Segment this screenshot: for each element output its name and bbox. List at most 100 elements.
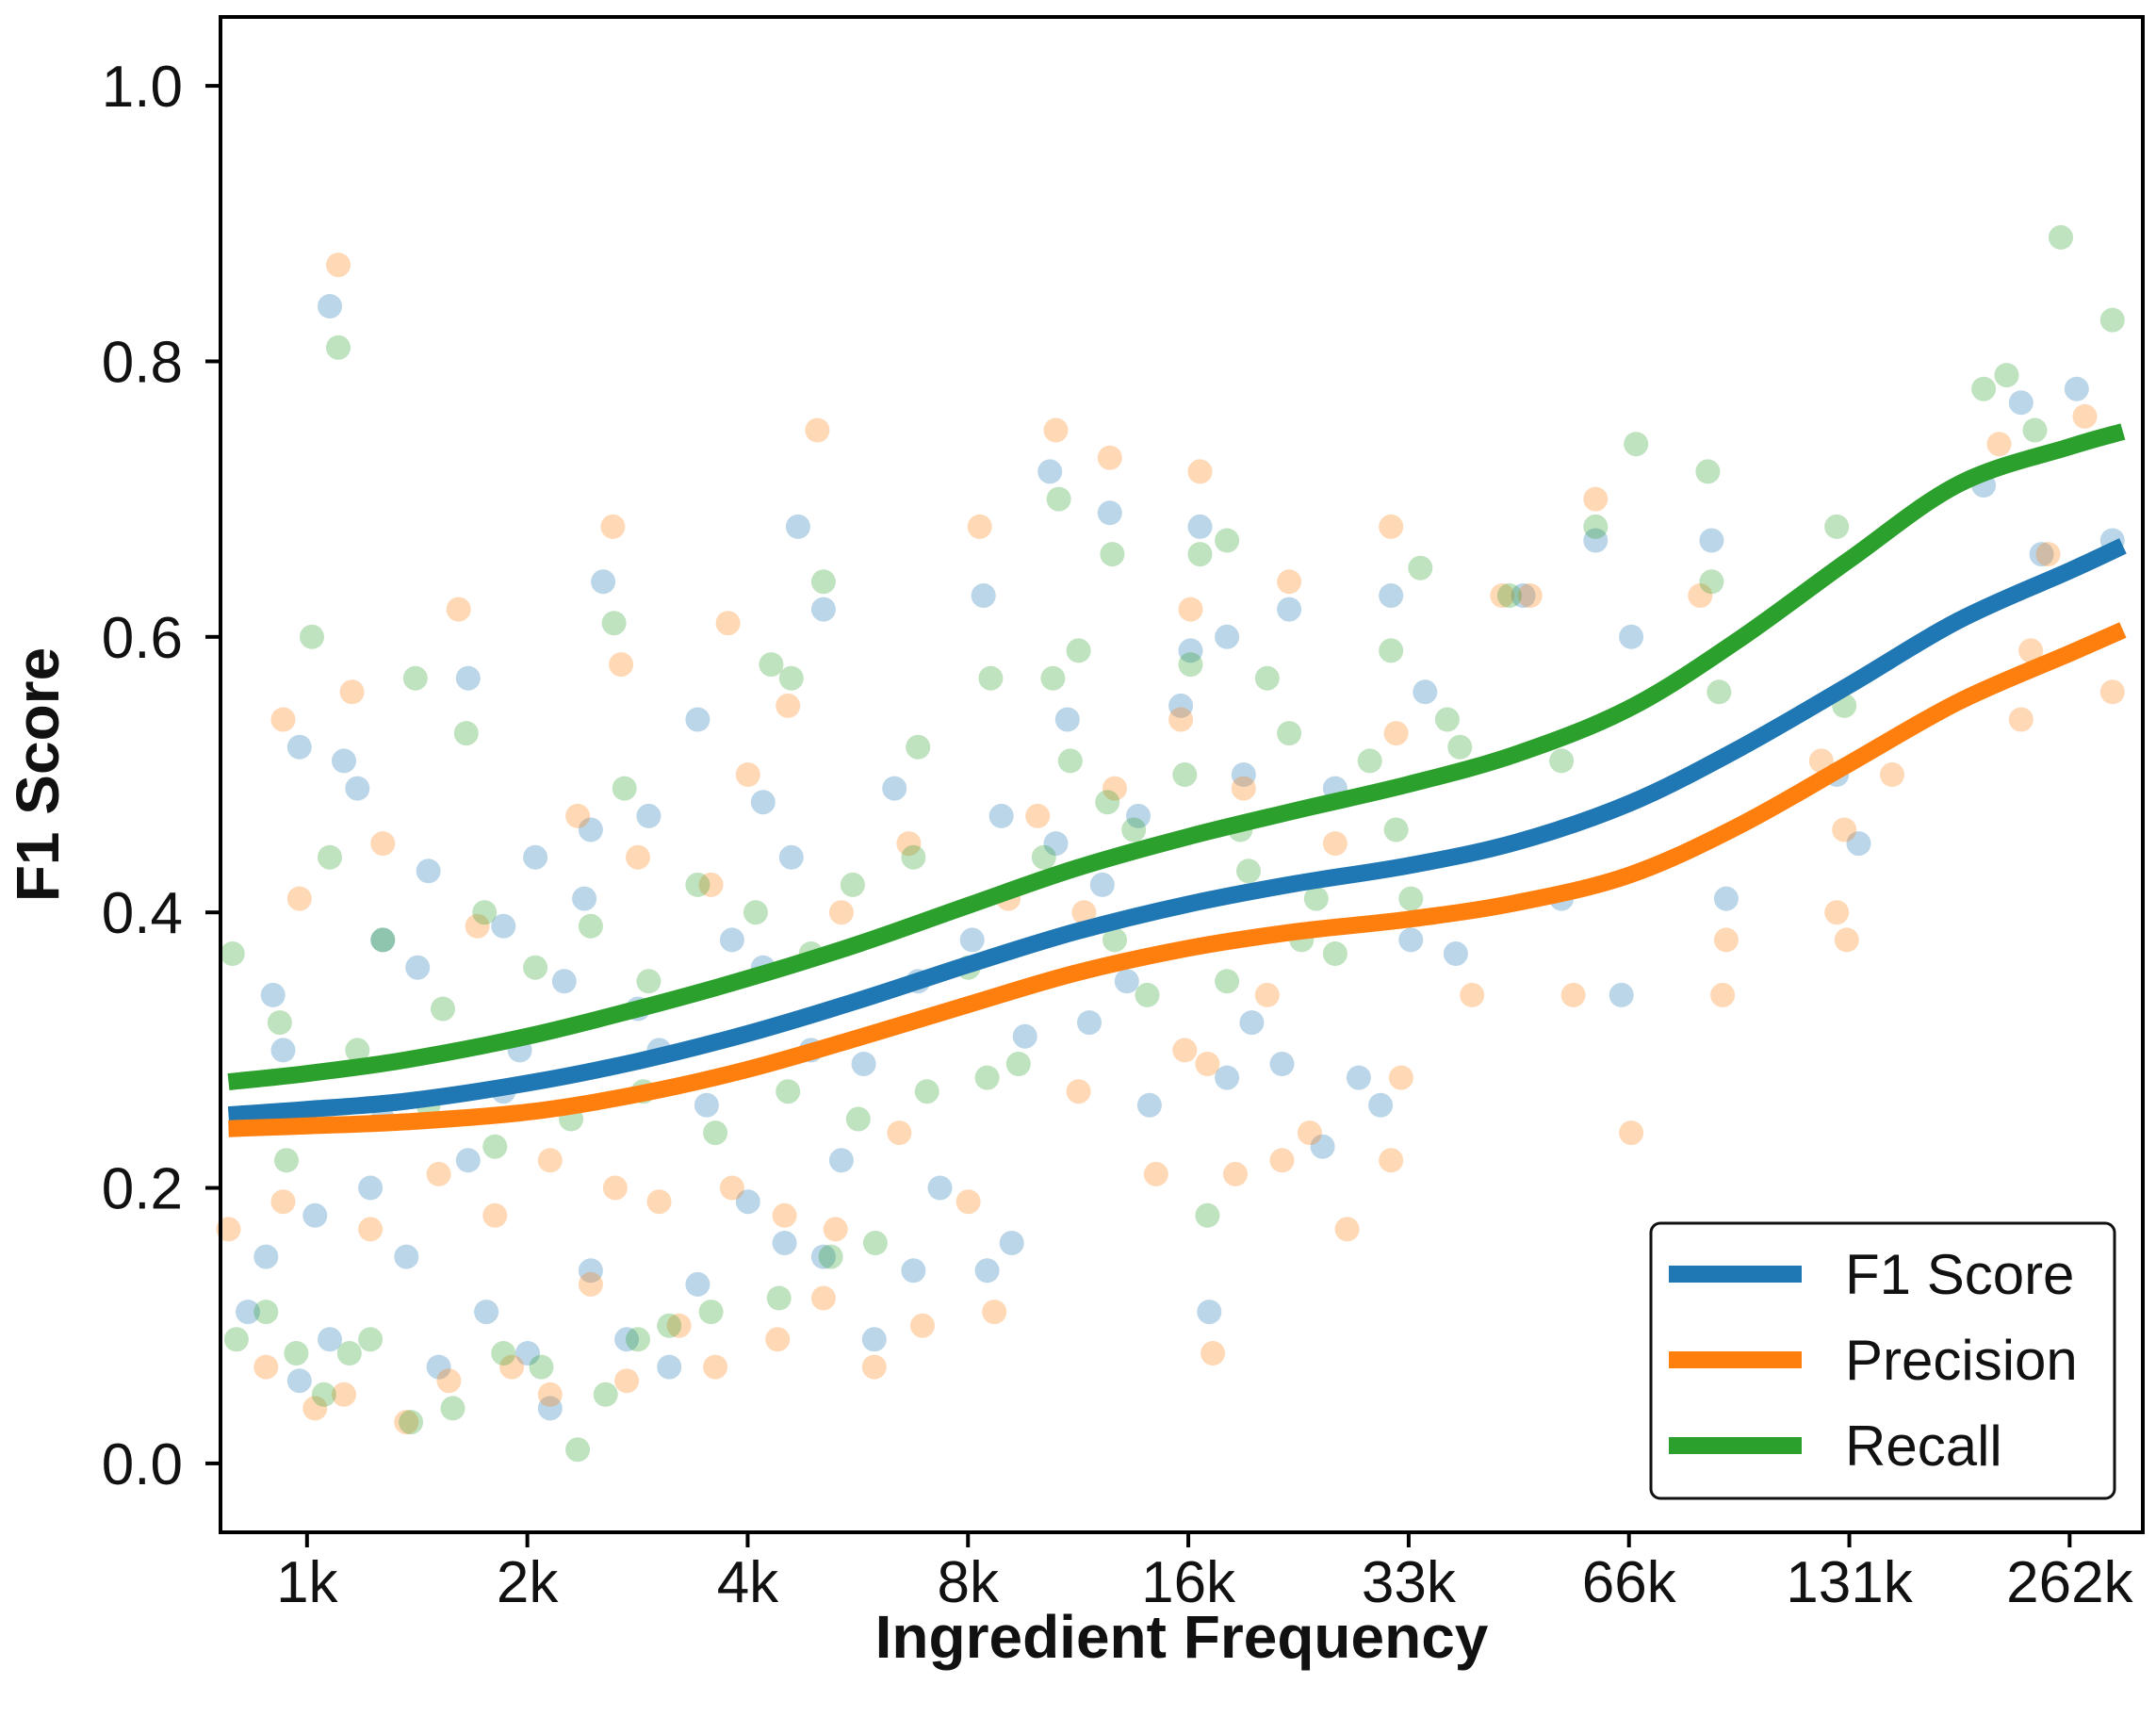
scatter-point [332,748,356,774]
scatter-point [1713,886,1739,911]
points-recall [220,224,2125,1463]
scatter-point [537,1396,563,1421]
scatter-point [572,886,597,911]
scatter-point [626,1327,650,1352]
scatter-point [1322,941,1348,966]
x-tick-label: 8k [938,1550,1000,1615]
scatter-points [216,224,2125,1463]
scatter-point [2008,707,2034,732]
scatter-point [1102,776,1127,801]
scatter-point [370,831,396,857]
scatter-point [426,1354,451,1380]
scatter-point [978,665,1004,691]
scatter-point [1102,927,1127,953]
scatter-point [482,1134,508,1159]
scatter-point [959,927,985,953]
scatter-point [1824,514,1850,539]
scatter-point [882,776,907,801]
scatter-point [862,1231,888,1255]
scatter-point [810,1244,836,1269]
scatter-point [1172,1038,1198,1063]
trend-line-precision [228,622,2127,1137]
scatter-point [1460,982,1485,1007]
scatter-point [591,569,616,595]
scatter-point [1368,1092,1394,1118]
scatter-point [326,335,351,360]
scatter-point [1236,858,1261,884]
scatter-point [1057,748,1083,774]
scatter-point [220,941,245,966]
scatter-point [974,1258,1000,1284]
scatter-point [626,844,650,870]
legend-box [1649,1221,2116,1500]
scatter-point [703,1354,728,1380]
scatter-point [274,1148,299,1173]
scatter-point [345,1038,370,1063]
scatter-point [636,803,662,828]
plot-frame [219,15,2145,1534]
scatter-point [474,1300,499,1325]
scatter-point [1560,982,1586,1007]
scatter-point [593,1382,618,1407]
scatter-point [685,872,710,897]
scatter-point [1215,528,1240,553]
scatter-point [698,1300,724,1325]
scatter-point [914,1079,939,1104]
y-tick-label: 0.2 [102,1157,183,1222]
points-f1-score [236,294,2125,1421]
scatter-point [318,1327,342,1352]
points-precision [216,253,2125,1435]
scatter-point [1583,514,1609,539]
scatter-point [715,611,741,636]
scatter-point [1187,514,1213,539]
trend-lines [227,423,2127,1137]
scatter-point [1172,762,1198,787]
scatter-point [1971,376,1997,401]
scatter-point [1699,528,1724,553]
scatter-point [1277,597,1302,622]
scatter-point [1824,900,1850,925]
scatter-point [499,1354,525,1380]
scatter-point [698,872,724,897]
scatter-point [1699,569,1724,595]
scatter-point [927,1175,953,1201]
scatter-point [1054,707,1080,732]
scatter-point [636,969,662,994]
scatter-point [776,1079,801,1104]
scatter-point [1012,1023,1037,1049]
scatter-point [765,1327,791,1352]
scatter-point [1880,762,1904,787]
scatter-point [609,652,634,678]
scatter-point [759,652,784,678]
scatter-point [515,1341,540,1365]
scatter-point [2008,390,2034,416]
scatter-point [974,1065,1000,1090]
scatter-point [529,1354,554,1380]
scatter-point [776,693,801,718]
scatter-point [1269,1148,1295,1173]
scatter-point [1126,803,1151,828]
scatter-point [1254,665,1280,691]
scatter-point [1583,486,1609,512]
scatter-point [1994,363,2019,388]
scatter-point [1334,1217,1360,1242]
scatter-point [1136,1092,1162,1118]
scatter-point [735,762,760,787]
scatter-point [1114,969,1139,994]
scatter-point [1379,514,1404,539]
scatter-point [719,927,744,953]
scatter-point [1040,665,1066,691]
scatter-point [982,1300,1007,1325]
scatter-point [735,1189,760,1215]
scatter-point [1379,583,1404,608]
scatter-point [1834,927,1859,953]
scatter-point [1066,1079,1091,1104]
scatter-point [1071,900,1097,925]
scatter-point [1517,583,1543,608]
trend-line-f1-score [227,538,2127,1124]
scatter-point [1619,1120,1644,1146]
scatter-point [253,1300,279,1325]
scatter-point [1143,1161,1168,1186]
scatter-point [1215,624,1240,649]
scatter-point [1195,1202,1220,1228]
